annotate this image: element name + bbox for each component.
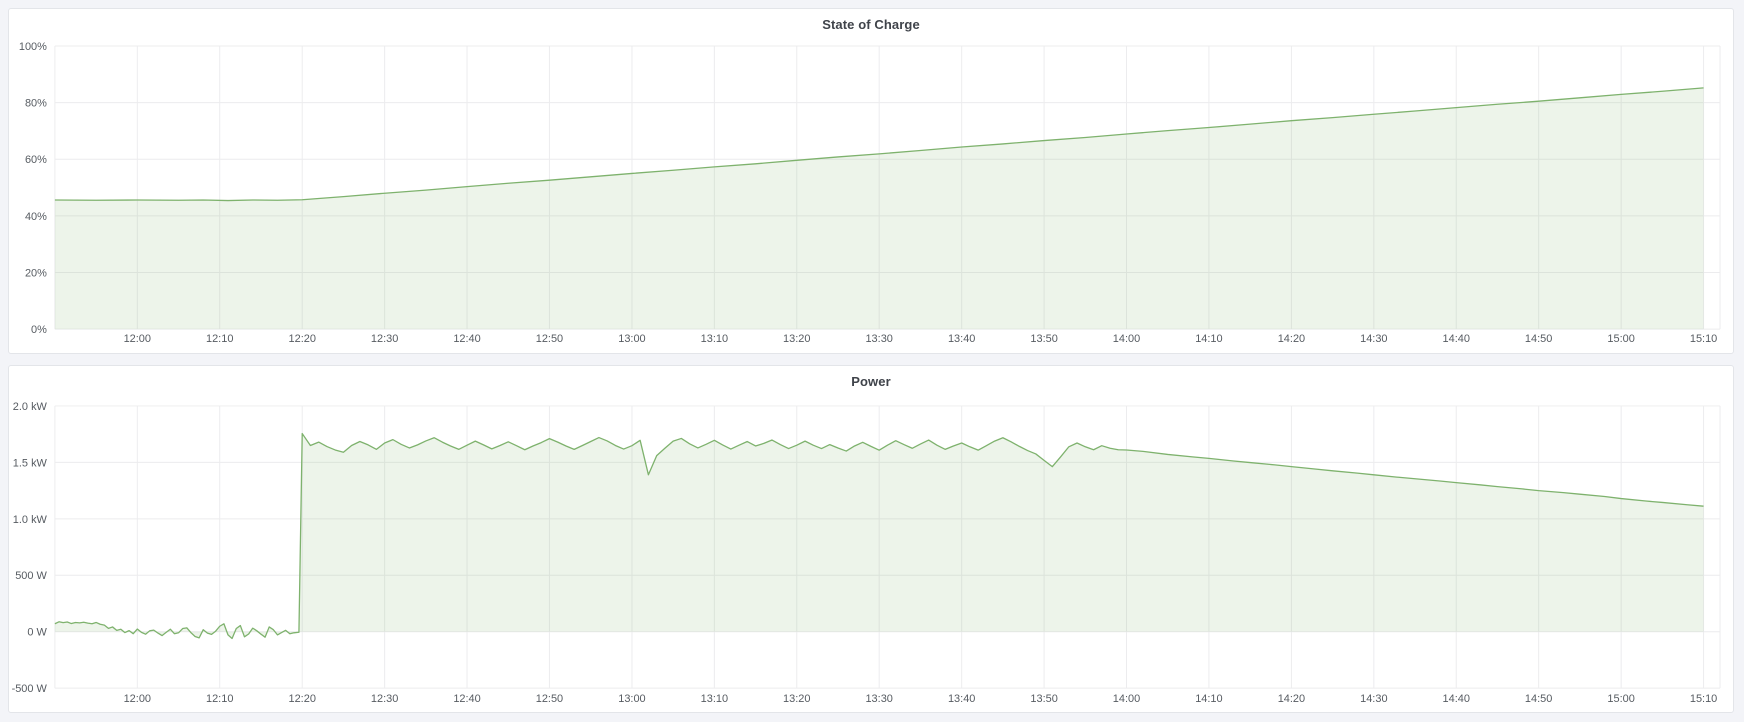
x-tick-label: 13:00 (618, 333, 645, 345)
x-tick-label: 13:10 (701, 693, 728, 705)
grid-lines (54, 45, 1721, 330)
panel-header-power[interactable]: Power (9, 366, 1733, 396)
y-tick-label: 2.0 kW (13, 401, 48, 413)
x-tick-label: 14:10 (1195, 693, 1222, 705)
x-tick-label: 13:00 (618, 693, 645, 705)
y-tick-label: 60% (25, 154, 47, 166)
x-tick-label: 12:50 (536, 693, 563, 705)
x-tick-label: 12:00 (124, 333, 151, 345)
x-tick-label: 12:40 (453, 693, 480, 705)
x-tick-label: 14:50 (1525, 333, 1552, 345)
x-tick-label: 14:20 (1278, 693, 1305, 705)
power-area (54, 433, 1704, 639)
y-tick-label: 0% (31, 324, 47, 336)
x-tick-label: 12:40 (453, 333, 480, 345)
power-chart[interactable]: 2.0 kW 1.5 kW 1.0 kW 500 W 0 W -500 W 12:00 12:… (9, 396, 1733, 712)
x-tick-label: 13:30 (865, 333, 892, 345)
x-tick-label: 13:30 (865, 693, 892, 705)
x-tick-label: 14:40 (1443, 693, 1470, 705)
y-tick-label: 100% (19, 41, 47, 53)
x-tick-label: 14:00 (1113, 333, 1140, 345)
y-tick-label: 20% (25, 268, 47, 280)
panel-title: Power (851, 373, 891, 389)
x-tick-label: 13:10 (701, 333, 728, 345)
x-tick-label: 14:10 (1195, 333, 1222, 345)
x-tick-label: 12:00 (124, 693, 151, 705)
y-tick-label: -500 W (12, 683, 48, 695)
panel-state-of-charge: State of Charge 100% 80% 60% 40% 20% 0% 12:00 1… (8, 8, 1734, 354)
power-chart-canvas[interactable]: 2.0 kW 1.5 kW 1.0 kW 500 W 0 W -500 W 12:00 12:… (9, 396, 1733, 712)
x-tick-label: 13:40 (948, 333, 975, 345)
power-line (54, 432, 1704, 640)
x-tick-label: 13:50 (1030, 333, 1057, 345)
x-tick-label: 12:10 (206, 693, 233, 705)
state-of-charge-line (54, 87, 1704, 202)
panel-title: State of Charge (822, 16, 920, 32)
state-of-charge-area (54, 87, 1704, 330)
panel-power: Power 2.0 kW 1.5 kW 1.0 kW 500 W 0 W -500 W 12… (8, 365, 1734, 713)
y-tick-label: 40% (25, 211, 47, 223)
x-tick-label: 13:50 (1030, 693, 1057, 705)
x-tick-label: 13:40 (948, 693, 975, 705)
x-tick-label: 15:00 (1607, 693, 1634, 705)
x-tick-label: 14:40 (1443, 333, 1470, 345)
x-tick-label: 12:50 (536, 333, 563, 345)
x-tick-label: 12:30 (371, 693, 398, 705)
x-tick-label: 15:10 (1690, 693, 1717, 705)
x-tick-label: 12:10 (206, 333, 233, 345)
soc-chart[interactable]: 100% 80% 60% 40% 20% 0% 12:00 12:10 12:20 12:30 12… (9, 39, 1733, 353)
grid-lines (54, 405, 1721, 689)
y-tick-label: 500 W (15, 570, 47, 582)
y-tick-label: 80% (25, 98, 47, 110)
x-tick-label: 12:20 (289, 333, 316, 345)
x-tick-label: 14:20 (1278, 333, 1305, 345)
y-tick-label: 1.5 kW (13, 457, 48, 469)
panel-header-state-of-charge[interactable]: State of Charge (9, 9, 1733, 39)
x-tick-label: 14:00 (1113, 693, 1140, 705)
x-tick-label: 14:30 (1360, 693, 1387, 705)
y-tick-label: 0 W (27, 627, 47, 639)
x-tick-label: 12:20 (289, 693, 316, 705)
y-tick-label: 1.0 kW (13, 514, 48, 526)
axis-labels: 100% 80% 60% 40% 20% 0% 12:00 12:10 12:20 12:30 12… (19, 41, 1717, 345)
axis-labels: 2.0 kW 1.5 kW 1.0 kW 500 W 0 W -500 W 12:00 12:… (12, 401, 1718, 705)
x-tick-label: 14:50 (1525, 693, 1552, 705)
x-tick-label: 15:00 (1607, 333, 1634, 345)
x-tick-label: 14:30 (1360, 333, 1387, 345)
x-tick-label: 13:20 (783, 693, 810, 705)
x-tick-label: 12:30 (371, 333, 398, 345)
x-tick-label: 13:20 (783, 333, 810, 345)
x-tick-label: 15:10 (1690, 333, 1717, 345)
soc-chart-canvas[interactable]: 100% 80% 60% 40% 20% 0% 12:00 12:10 12:20 12:30 12… (9, 39, 1733, 353)
